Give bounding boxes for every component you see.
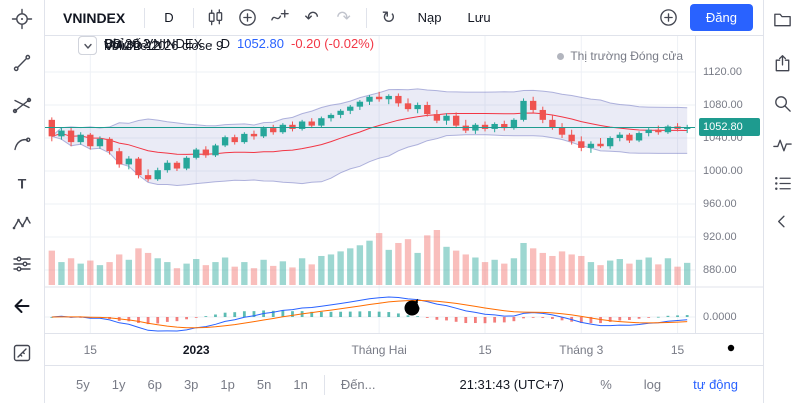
bar-style-icon[interactable] bbox=[201, 4, 231, 32]
range-button-5d[interactable]: 5n bbox=[246, 377, 282, 392]
settings-gear-icon[interactable] bbox=[721, 338, 741, 358]
collapse-toolbar-icon[interactable] bbox=[7, 291, 37, 321]
macd-legend-label[interactable]: MACD 12 26 close 9 bbox=[104, 38, 224, 53]
text-tool-icon[interactable]: T bbox=[7, 169, 37, 199]
time-axis[interactable]: 15 2023 Tháng Hai 15 Tháng 3 15 bbox=[45, 333, 763, 365]
compare-add-icon[interactable] bbox=[233, 4, 263, 32]
price-axis-label: 920.00 bbox=[703, 231, 737, 243]
log-scale-button[interactable]: log bbox=[633, 377, 672, 392]
market-closed-dot-icon bbox=[557, 52, 565, 60]
toolbar-divider bbox=[144, 7, 146, 28]
time-axis-label: 15 bbox=[83, 343, 97, 357]
range-button-1d[interactable]: 1n bbox=[282, 377, 318, 392]
macd-legend: MACD 12 26 close 9 bbox=[78, 36, 223, 55]
legend-separator: · bbox=[209, 36, 214, 51]
top-toolbar: VNINDEX D ↶ ↷ ↻ Nạp Lưu Đăng bbox=[45, 0, 763, 36]
save-layout-button[interactable]: Lưu bbox=[455, 4, 502, 32]
range-button-6m[interactable]: 6p bbox=[136, 377, 172, 392]
volume-legend-label[interactable]: Volume 20 bbox=[104, 38, 166, 53]
right-rail bbox=[763, 0, 800, 403]
symbol-button[interactable]: VNINDEX bbox=[51, 4, 137, 32]
price-chart-canvas[interactable] bbox=[45, 36, 763, 365]
drawing-toolbar: T bbox=[0, 0, 45, 403]
bottom-bar-divider bbox=[323, 374, 325, 395]
symbol-legend: Chỉ số VNINDEX · D 1052.80 -0.20 (-0.02%… bbox=[78, 36, 374, 51]
time-axis-label: Tháng 3 bbox=[559, 343, 604, 357]
cross-line-icon[interactable] bbox=[7, 89, 37, 119]
time-axis-label: 15 bbox=[670, 343, 685, 357]
price-axis-label: 960.00 bbox=[703, 198, 737, 210]
redo-icon[interactable]: ↷ bbox=[329, 4, 359, 32]
legend-change: -0.20 (-0.02%) bbox=[290, 36, 375, 51]
range-button-1y[interactable]: 1y bbox=[101, 377, 137, 392]
trend-line-icon[interactable] bbox=[7, 48, 37, 78]
clock-label[interactable]: 21:31:43 (UTC+7) bbox=[459, 377, 564, 392]
price-axis[interactable]: 1052.80 1120.00 1080.00 1040.00 1000.00 960.… bbox=[695, 36, 763, 333]
toolbar-divider bbox=[365, 7, 367, 28]
range-button-5y[interactable]: 5y bbox=[65, 377, 101, 392]
legend-interval: D bbox=[220, 36, 230, 51]
time-axis-label: 15 bbox=[478, 343, 492, 357]
auto-scale-button[interactable]: tự động bbox=[682, 377, 749, 392]
bb-legend: BB 20 2 bbox=[78, 36, 150, 51]
load-layout-button[interactable]: Nạp bbox=[406, 4, 454, 32]
price-axis-label: 1000.00 bbox=[703, 165, 743, 177]
svg-text:T: T bbox=[18, 176, 27, 192]
alerts-pulse-icon[interactable] bbox=[767, 130, 797, 160]
interval-button[interactable]: D bbox=[152, 4, 185, 32]
last-price-badge: 1052.80 bbox=[699, 118, 760, 137]
expand-panel-icon[interactable] bbox=[767, 206, 797, 236]
object-tree-icon[interactable] bbox=[767, 168, 797, 198]
price-axis-label: 1080.00 bbox=[703, 99, 743, 111]
legend-title[interactable]: Chỉ số VNINDEX bbox=[104, 36, 203, 51]
reload-data-icon[interactable] bbox=[400, 296, 424, 320]
range-button-1m[interactable]: 1p bbox=[209, 377, 245, 392]
brush-icon[interactable] bbox=[7, 129, 37, 159]
market-status-label: Thị trường Đóng cửa bbox=[570, 49, 683, 63]
toolbar-right-group: Đăng bbox=[654, 4, 757, 32]
indicators-icon[interactable] bbox=[265, 4, 295, 32]
range-button-3m[interactable]: 3p bbox=[173, 377, 209, 392]
goto-date-button[interactable]: Đến... bbox=[330, 377, 387, 392]
projection-icon[interactable] bbox=[7, 249, 37, 279]
share-icon[interactable] bbox=[767, 48, 797, 78]
alert-plus-icon[interactable] bbox=[654, 4, 684, 32]
pane-collapse-chevron-icon[interactable] bbox=[78, 36, 97, 55]
bb-legend-label[interactable]: BB 20 2 bbox=[104, 36, 151, 51]
time-axis-label: Tháng Hai bbox=[351, 343, 407, 357]
scale-controls: % log tự động bbox=[589, 377, 749, 392]
time-axis-label: 2023 bbox=[182, 343, 210, 357]
bottom-toolbar: 5y 1y 6p 3p 1p 5n 1n Đến... 21:31:43 (UT… bbox=[45, 365, 763, 403]
crosshair-icon[interactable] bbox=[7, 4, 37, 34]
toolbar-left-group: VNINDEX D ↶ ↷ ↻ Nạp Lưu bbox=[51, 4, 503, 32]
price-axis-label: 1120.00 bbox=[703, 66, 742, 78]
search-icon[interactable] bbox=[767, 88, 797, 118]
market-status: Thị trường Đóng cửa bbox=[557, 49, 683, 63]
undo-icon[interactable]: ↶ bbox=[297, 4, 327, 32]
percent-scale-button[interactable]: % bbox=[589, 377, 623, 392]
price-axis-label: 880.00 bbox=[703, 264, 737, 276]
toolbar-divider bbox=[192, 7, 194, 28]
macd-zero-label: 0.0000 bbox=[703, 311, 737, 323]
pattern-icon[interactable] bbox=[7, 209, 37, 239]
chart-region: Chỉ số VNINDEX · D 1052.80 -0.20 (-0.02%… bbox=[45, 36, 763, 365]
legend-last-price: 1052.80 bbox=[236, 36, 284, 51]
folder-icon[interactable] bbox=[767, 4, 797, 34]
publish-button[interactable]: Đăng bbox=[689, 4, 753, 31]
refresh-icon[interactable]: ↻ bbox=[374, 4, 404, 32]
measure-icon[interactable] bbox=[7, 338, 37, 368]
